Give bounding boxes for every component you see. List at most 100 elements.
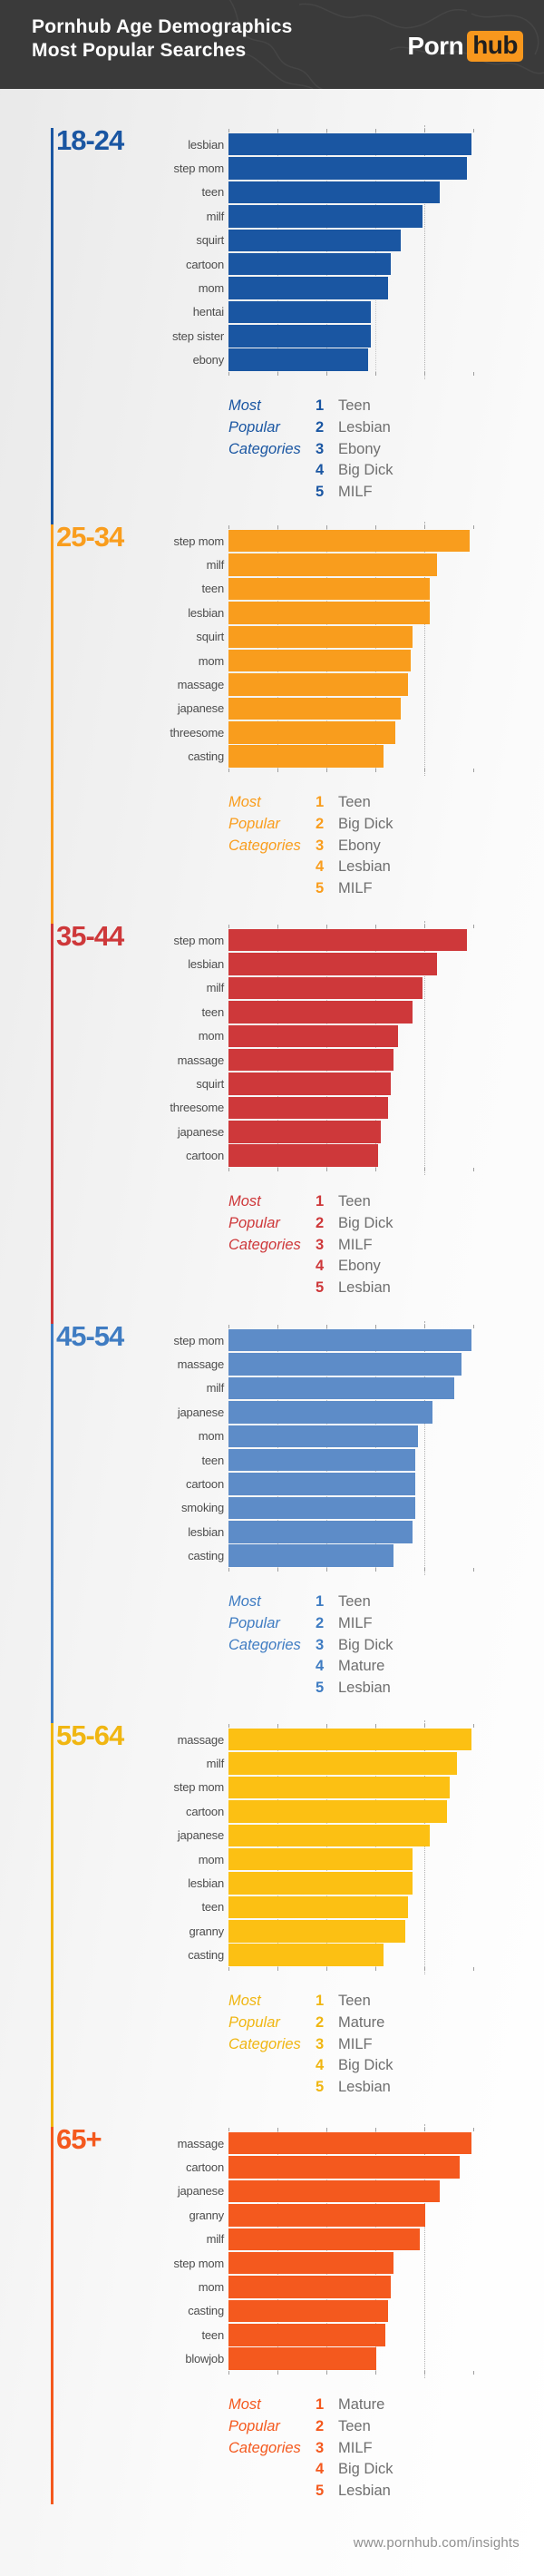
axis-tick	[326, 1568, 327, 1572]
top-category-item: 1 Teen	[316, 1191, 393, 1213]
bar-row: mom	[0, 1024, 544, 1048]
bar-row: teen	[0, 2323, 544, 2346]
categories-label-line: Popular	[228, 2013, 280, 2031]
axis-tick	[375, 2128, 376, 2131]
axis-tick	[424, 525, 425, 529]
axis-tick	[473, 129, 474, 132]
bar-row: japanese	[0, 2179, 544, 2203]
section-accent-rule	[51, 1723, 53, 2131]
bar-row: granny	[0, 1919, 544, 1943]
category-rank: 1	[316, 2396, 325, 2413]
chart-gridline	[277, 928, 278, 1168]
category-name: Lesbian	[338, 2483, 391, 2500]
search-term-label: granny	[189, 1924, 224, 1938]
axis-tick	[473, 2128, 474, 2131]
category-name: Big Dick	[338, 462, 393, 479]
top-category-item: 5 MILF	[316, 878, 393, 900]
category-name: Teen	[338, 794, 371, 810]
pornhub-logo: Porn hub	[407, 31, 523, 62]
category-name: Ebony	[338, 837, 381, 854]
search-volume-bar	[228, 625, 413, 648]
bar-row: cartoon	[0, 1799, 544, 1823]
axis-tick	[228, 129, 229, 132]
age-group-heading: 25-34	[56, 521, 124, 553]
search-term-label: blowjob	[185, 2352, 224, 2366]
search-volume-bar	[228, 1353, 461, 1376]
age-section-25-34: 25-34 step mom milf teen lesbian squirt mom mas…	[0, 522, 544, 928]
most-popular-categories: Most Popular Categories 1 Teen 2 MILF 3 Big Dick…	[228, 1592, 393, 1699]
chart-gridline	[424, 2124, 425, 2378]
bar-row: step mom	[0, 156, 544, 180]
logo-hub: hub	[467, 31, 523, 62]
search-term-label: casting	[188, 1549, 224, 1563]
search-term-label: step mom	[173, 1780, 225, 1795]
search-term-label: casting	[188, 749, 224, 764]
axis-tick	[424, 2371, 425, 2375]
axis-tick	[424, 1967, 425, 1971]
header: Pornhub Age Demographics Most Popular Se…	[0, 0, 544, 89]
axis-tick	[326, 2371, 327, 2375]
axis-tick	[424, 1568, 425, 1572]
age-group-heading: 45-54	[56, 1320, 124, 1352]
top-category-item: 2 Big Dick	[316, 814, 393, 836]
search-term-label: granny	[189, 2208, 224, 2222]
category-name: Teen	[338, 1193, 371, 1210]
most-popular-categories: Most Popular Categories 1 Mature 2 Teen 3 MILF 4 B…	[228, 2395, 393, 2503]
axis-tick	[473, 1568, 474, 1572]
category-name: Lesbian	[338, 418, 391, 436]
search-volume-bar	[228, 2347, 376, 2370]
search-term-label: ebony	[192, 353, 225, 367]
search-volume-bar	[228, 529, 470, 553]
axis-tick	[375, 129, 376, 132]
category-name: Lesbian	[338, 1279, 391, 1297]
search-term-label: lesbian	[188, 1524, 224, 1539]
bar-row: smoking	[0, 1496, 544, 1520]
chart-gridline	[326, 529, 327, 769]
bar-rows: step mom massage milf japanese mom teen cartoo…	[0, 1328, 544, 1568]
search-term-label: japanese	[177, 1124, 224, 1139]
search-volume-bar	[228, 1824, 430, 1846]
search-term-label: teen	[201, 1004, 224, 1019]
search-term-label: milf	[206, 2232, 225, 2247]
search-volume-bar	[228, 1544, 393, 1567]
bar-rows: massage milf step mom cartoon japanese mom les…	[0, 1728, 544, 1967]
most-popular-categories-label: Most Popular Categories	[228, 396, 316, 504]
search-volume-bar	[228, 1328, 471, 1352]
axis-tick	[473, 1168, 474, 1171]
most-popular-categories-label: Most Popular Categories	[228, 1191, 316, 1299]
bar-row: milf	[0, 204, 544, 228]
search-term-label: milf	[206, 558, 225, 573]
bar-row: japanese	[0, 697, 544, 720]
category-rank: 3	[316, 2439, 325, 2456]
category-name: Ebony	[338, 1258, 381, 1275]
footer-url: www.pornhub.com/insights	[353, 2535, 520, 2551]
axis-tick	[326, 1325, 327, 1328]
top-category-item: 3 Ebony	[316, 439, 393, 461]
search-term-label: teen	[201, 185, 224, 200]
bar-row: milf	[0, 2228, 544, 2251]
top-category-item: 4 Lesbian	[316, 857, 393, 878]
axis-tick	[375, 1568, 376, 1572]
category-name: MILF	[338, 880, 373, 897]
category-name: Lesbian	[338, 2079, 391, 2096]
search-term-label: lesbian	[188, 1876, 224, 1891]
age-group-heading: 55-64	[56, 1719, 124, 1751]
category-rank: 2	[316, 2417, 325, 2434]
top-categories-list: 1 Teen 2 Big Dick 3 MILF 4 Ebony 5 Lesbian	[316, 1191, 393, 1299]
search-volume-bar	[228, 2179, 440, 2203]
search-term-label: smoking	[180, 1501, 224, 1515]
search-term-label: japanese	[177, 701, 224, 716]
bar-row: teen	[0, 1895, 544, 1919]
top-category-item: 1 Teen	[316, 396, 393, 417]
most-popular-categories: Most Popular Categories 1 Teen 2 Big Dick 3 Ebon…	[228, 792, 393, 900]
bar-row: step mom	[0, 1328, 544, 1352]
top-category-item: 5 Lesbian	[316, 1678, 393, 1699]
top-category-item: 2 Lesbian	[316, 417, 393, 439]
bar-rows: massage cartoon japanese granny milf step mom…	[0, 2131, 544, 2371]
axis-tick	[228, 2128, 229, 2131]
categories-label-line: Categories	[228, 837, 301, 854]
bar-row: massage	[0, 1352, 544, 1376]
search-volume-bar	[228, 1752, 457, 1775]
category-rank: 2	[316, 2013, 325, 2031]
axis-tick	[375, 1724, 376, 1728]
